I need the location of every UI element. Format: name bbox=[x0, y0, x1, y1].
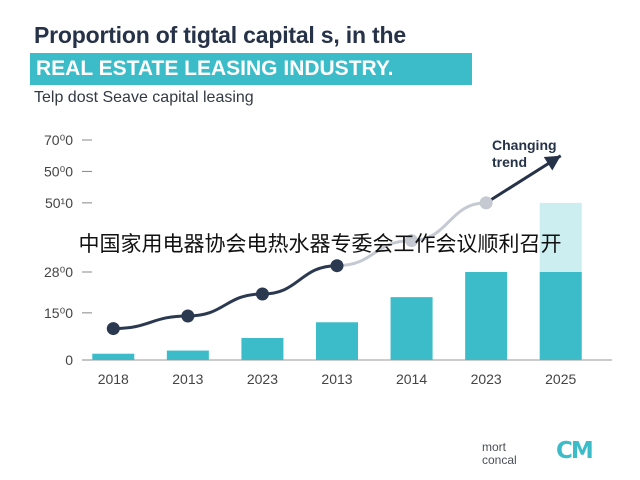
y-tick-label: 70⁰0 bbox=[44, 132, 73, 148]
brand-logo: CM bbox=[556, 438, 594, 464]
bar bbox=[92, 353, 135, 360]
y-tick-label: 15⁰0 bbox=[44, 305, 73, 321]
y-tick-label: 50⁰0 bbox=[44, 163, 73, 179]
trend-point bbox=[479, 196, 493, 210]
chart-banner: REAL ESTATE LEASING INDUSTRY. bbox=[30, 53, 472, 85]
y-tick-label: 28⁰0 bbox=[44, 264, 73, 280]
bar bbox=[166, 350, 209, 360]
trend-point bbox=[330, 259, 344, 273]
brand-name: mort concal bbox=[482, 441, 517, 467]
bar bbox=[390, 297, 433, 360]
x-tick-label: 2014 bbox=[396, 371, 427, 387]
y-tick-label: 0 bbox=[65, 352, 73, 368]
brand-line-2: concal bbox=[482, 453, 517, 467]
bar bbox=[241, 338, 284, 360]
x-tick-label: 2013 bbox=[321, 371, 352, 387]
overlay-caption: 中国家用电器协会电热水器专委会工作会议顺利召开 bbox=[78, 232, 562, 256]
brand-line-1: mort bbox=[482, 440, 506, 454]
bar bbox=[539, 272, 582, 360]
x-tick-label: 2023 bbox=[471, 371, 502, 387]
annotation-line-1: Changing bbox=[492, 137, 557, 153]
x-tick-label: 2013 bbox=[172, 371, 203, 387]
bar bbox=[465, 272, 508, 360]
trend-point bbox=[181, 309, 195, 323]
x-tick-label: 2023 bbox=[247, 371, 278, 387]
trend-arrow-head bbox=[543, 155, 561, 171]
chart-subtitle: Telp dost Seave capital leasing bbox=[34, 89, 254, 106]
trend-line-early bbox=[113, 264, 338, 331]
annotation-line-2: trend bbox=[492, 154, 527, 170]
bar bbox=[316, 322, 358, 360]
chart-title: Proportion of tigtal capital s, in the bbox=[34, 22, 406, 48]
y-tick-label: 50¹0 bbox=[45, 195, 73, 211]
trend-point bbox=[255, 287, 269, 301]
x-tick-label: 2025 bbox=[545, 371, 576, 387]
trend-point bbox=[106, 322, 120, 336]
trend-point bbox=[405, 234, 419, 248]
x-tick-label: 2018 bbox=[98, 371, 129, 387]
